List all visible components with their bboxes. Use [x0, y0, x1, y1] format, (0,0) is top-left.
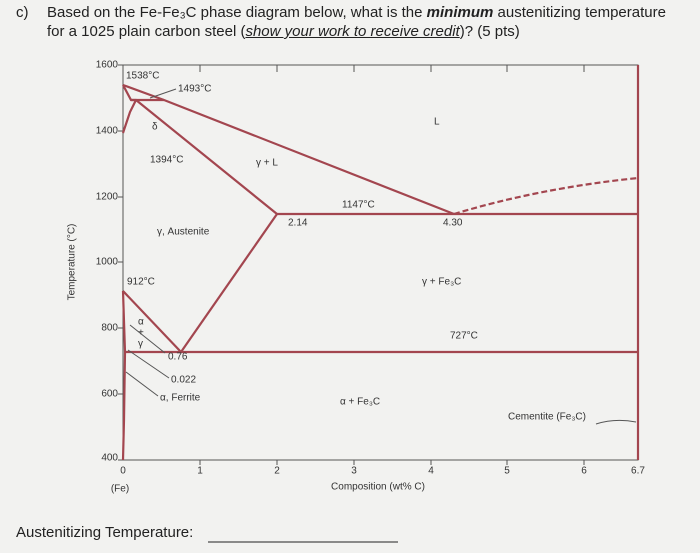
label: + [138, 328, 144, 339]
liquidus [122, 83, 455, 216]
label: 1493°C [178, 84, 211, 95]
label: 1394°C [150, 155, 183, 166]
label: 1538°C [126, 71, 159, 82]
label: γ + L [256, 158, 278, 169]
label: δ [152, 122, 158, 133]
plot-frame [122, 64, 639, 461]
leaders [125, 88, 637, 425]
question-label: c) [16, 4, 29, 21]
label: 0.022 [171, 375, 196, 386]
x-tick-label: 6.7 [631, 466, 645, 477]
label: γ, Austenite [157, 227, 210, 238]
label: α, Ferrite [160, 393, 201, 404]
label: L [434, 117, 440, 128]
y-tick-label: 1400 [96, 126, 119, 137]
label: 727°C [450, 331, 478, 342]
x-tick-label: 3 [351, 466, 357, 477]
y-tick-label: 600 [101, 389, 118, 400]
text: Based on the Fe-Fe₃C phase diagram below… [47, 4, 427, 21]
y-tick-label: 400 [101, 453, 118, 464]
tick-marks [118, 64, 585, 465]
label: 0.76 [168, 352, 188, 363]
acm [180, 213, 278, 353]
x-tick-label: 6 [581, 466, 587, 477]
text: austenitizing temperature [493, 4, 666, 21]
label: 912°C [127, 277, 155, 288]
cementite-liquidus [453, 176, 639, 216]
label: 1147°C [342, 200, 375, 211]
label: γ [138, 339, 143, 350]
x-tick-label: 2 [274, 466, 280, 477]
y-tick-labels: 1600 1400 1200 1000 800 600 400 [96, 60, 119, 464]
label: Cementite (Fe₃C) [508, 412, 586, 423]
ferrite-solvus [121, 290, 127, 461]
x-tick-label: 5 [504, 466, 510, 477]
underlined: show your work to receive credit [245, 23, 460, 40]
x-tick-label: 1 [197, 466, 203, 477]
question-text: Based on the Fe-Fe₃C phase diagram below… [47, 3, 697, 41]
region-labels: 1538°C 1493°C δ 1394°C γ + L L 1147°C 2.… [126, 71, 586, 423]
y-tick-label: 1600 [96, 60, 119, 71]
emphasis: minimum [426, 4, 494, 21]
text: )? (5 pts) [459, 23, 520, 40]
x-tick-label: 4 [428, 466, 434, 477]
label: γ + Fe₃C [422, 277, 461, 288]
label: 2.14 [288, 218, 308, 229]
x-tick-labels: 0 1 2 3 4 5 6 6.7 (Fe) Composition (wt% … [111, 466, 646, 495]
y-axis-title: Temperature (°C) [67, 224, 78, 301]
x-axis-title: Composition (wt% C) [331, 482, 425, 493]
solidus [122, 84, 278, 215]
a3 [122, 290, 182, 353]
answer-prompt: Austenitizing Temperature: [16, 524, 194, 541]
y-tick-label: 800 [101, 323, 118, 334]
phase-boundaries [121, 65, 640, 461]
label: 4.30 [443, 218, 463, 229]
y-tick-label: 1200 [96, 192, 119, 203]
x-tick-label: 0 [120, 466, 126, 477]
y-tick-label: 1000 [96, 257, 119, 268]
delta-boundary [121, 99, 137, 134]
label: α + Fe₃C [340, 397, 380, 408]
x-origin-note: (Fe) [111, 484, 129, 495]
label: α [138, 317, 144, 328]
text: for a 1025 plain carbon steel ( [47, 23, 246, 40]
